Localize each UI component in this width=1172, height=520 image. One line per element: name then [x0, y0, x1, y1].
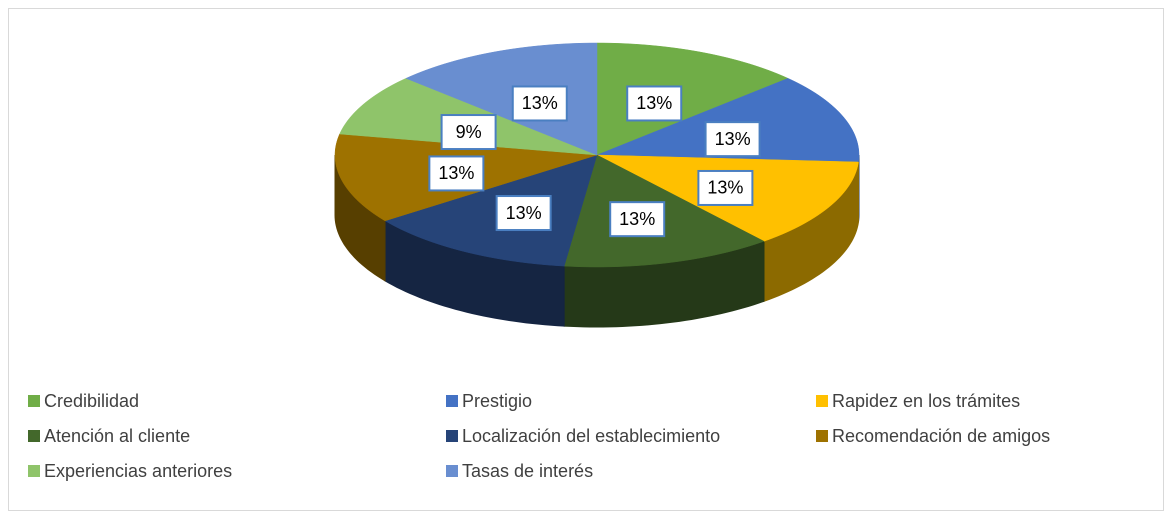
legend-label: Experiencias anteriores	[44, 461, 232, 481]
data-label-box	[626, 85, 683, 122]
data-label: 13%	[609, 201, 666, 238]
legend-label: Credibilidad	[44, 391, 139, 411]
data-label-text: 9%	[456, 122, 482, 142]
data-label-text: 13%	[438, 163, 474, 183]
data-label: 13%	[428, 155, 485, 192]
data-label-box	[511, 85, 568, 122]
pie-slice	[405, 42, 598, 156]
data-label-box	[697, 169, 754, 206]
data-label: 13%	[697, 169, 754, 206]
data-label-box	[609, 201, 666, 238]
legend-swatch	[28, 395, 40, 407]
legend-label: Tasas de interés	[462, 461, 593, 481]
legend-swatch	[446, 430, 458, 442]
data-label: 9%	[440, 114, 497, 151]
data-label-box	[495, 195, 552, 232]
pie-slice	[596, 42, 789, 156]
data-label: 13%	[495, 195, 552, 232]
data-label-text: 13%	[715, 129, 751, 149]
data-label-box	[704, 121, 761, 158]
legend-label: Atención al cliente	[44, 426, 190, 446]
data-label-text: 13%	[506, 203, 542, 223]
legend-label: Localización del establecimiento	[462, 426, 720, 446]
data-label: 13%	[511, 85, 568, 122]
data-label: 13%	[704, 121, 761, 158]
data-label-text: 13%	[707, 178, 743, 198]
data-label-box	[440, 114, 497, 151]
data-label-text: 13%	[522, 93, 558, 113]
pie-slice	[596, 78, 860, 163]
data-label: 13%	[626, 85, 683, 122]
data-label-text: 13%	[619, 209, 655, 229]
legend-label: Prestigio	[462, 391, 532, 411]
legend-swatch	[28, 430, 40, 442]
legend-swatch	[816, 395, 828, 407]
legend-label: Recomendación de amigos	[832, 426, 1050, 446]
data-label-text: 13%	[636, 93, 672, 113]
legend-label: Rapidez en los trámites	[832, 391, 1020, 411]
legend-swatch	[28, 465, 40, 477]
pie-slice	[384, 154, 598, 267]
legend-swatch	[816, 430, 828, 442]
legend-swatch	[446, 465, 458, 477]
legend-swatch	[446, 395, 458, 407]
data-label-box	[428, 155, 485, 192]
